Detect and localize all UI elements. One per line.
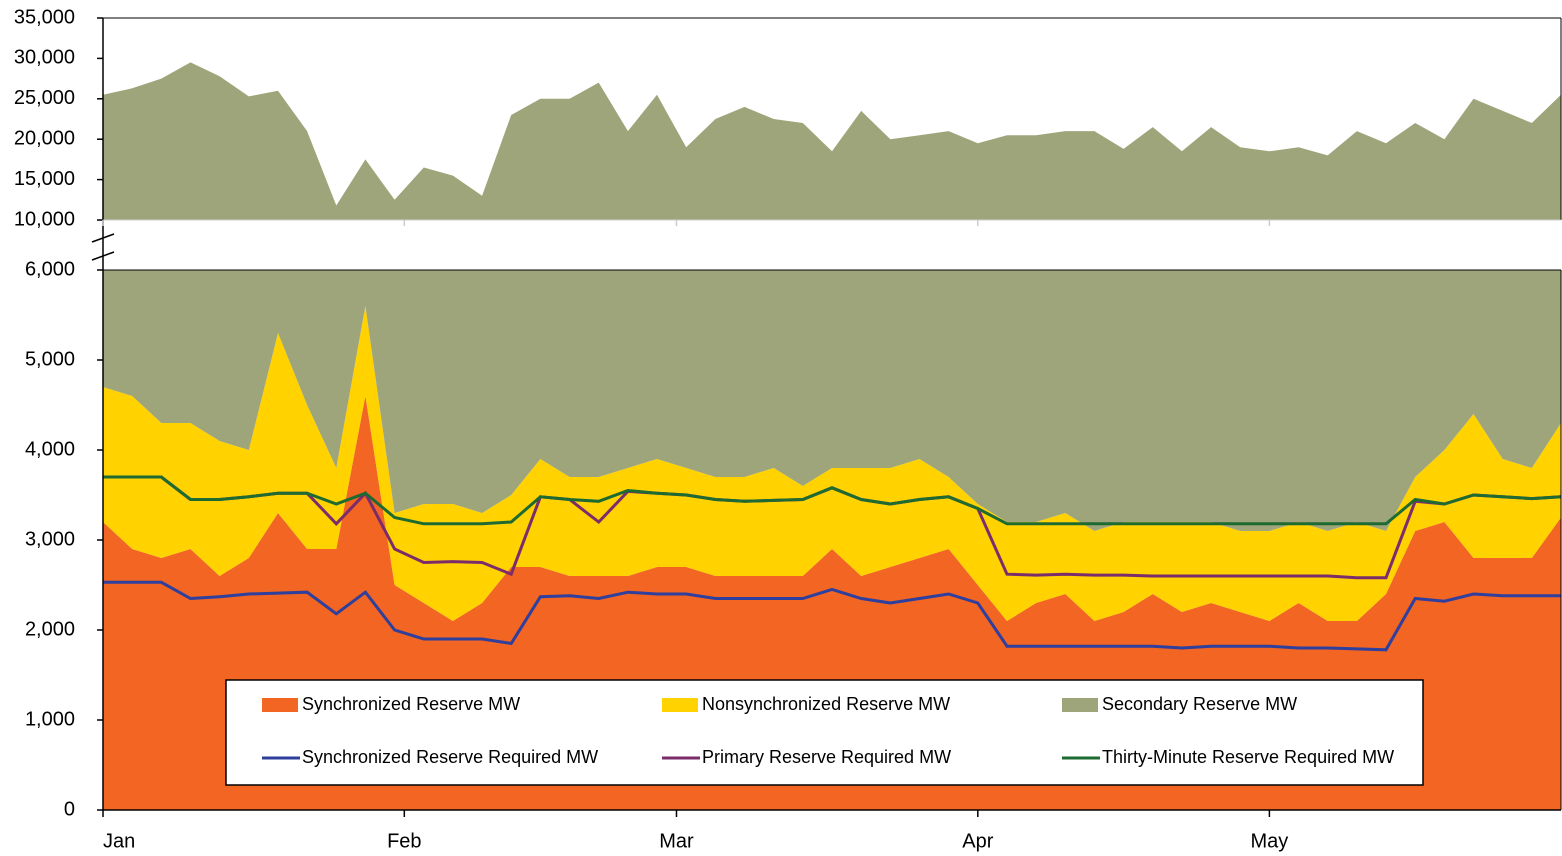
legend-label: Primary Reserve Required MW [702,747,951,767]
x-tick-label: Jan [103,830,135,852]
y-tick-label: 15,000 [14,168,75,190]
upper-panel [103,62,1561,220]
legend-label: Thirty-Minute Reserve Required MW [1102,747,1394,767]
x-tick-label: Apr [962,830,993,852]
legend-box [225,679,1424,786]
legend-label: Synchronized Reserve Required MW [302,747,598,767]
x-tick-label: Mar [659,830,694,852]
y-tick-label: 4,000 [25,438,75,460]
legend-label: Nonsynchronized Reserve MW [702,694,950,714]
lines [103,475,1562,652]
y-tick-label: 20,000 [14,127,75,149]
y-tick-label: 6,000 [25,258,75,280]
y-tick-label: 0 [64,798,75,820]
x-tick-label: May [1251,830,1289,852]
legend-label: Synchronized Reserve MW [302,694,520,714]
legend-swatch [1062,698,1098,712]
y-tick-label: 5,000 [25,348,75,370]
y-tick-label: 3,000 [25,528,75,550]
break-mark [91,233,115,243]
y-tick-label: 10,000 [14,208,75,230]
y-tick-label: 35,000 [14,6,75,28]
legend-swatch [662,698,698,712]
line [103,475,1562,526]
area [103,270,1561,531]
line [103,580,1561,652]
area [103,306,1561,621]
y-tick-label: 30,000 [14,47,75,69]
axes: 0 1,000 2,000 3,000 4,000 5,000 6,000 10,000 15,… [14,6,1562,852]
y-tick-label: 25,000 [14,87,75,109]
legend-swatch [262,698,298,712]
y-tick-label: 1,000 [25,708,75,730]
break-mark [91,251,115,261]
legend: Synchronized Reserve MW Nonsynchronized R… [225,679,1424,786]
x-tick-label: Feb [387,830,421,852]
area-upper [103,62,1561,220]
y-tick-label: 2,000 [25,618,75,640]
legend-label: Secondary Reserve MW [1102,694,1297,714]
